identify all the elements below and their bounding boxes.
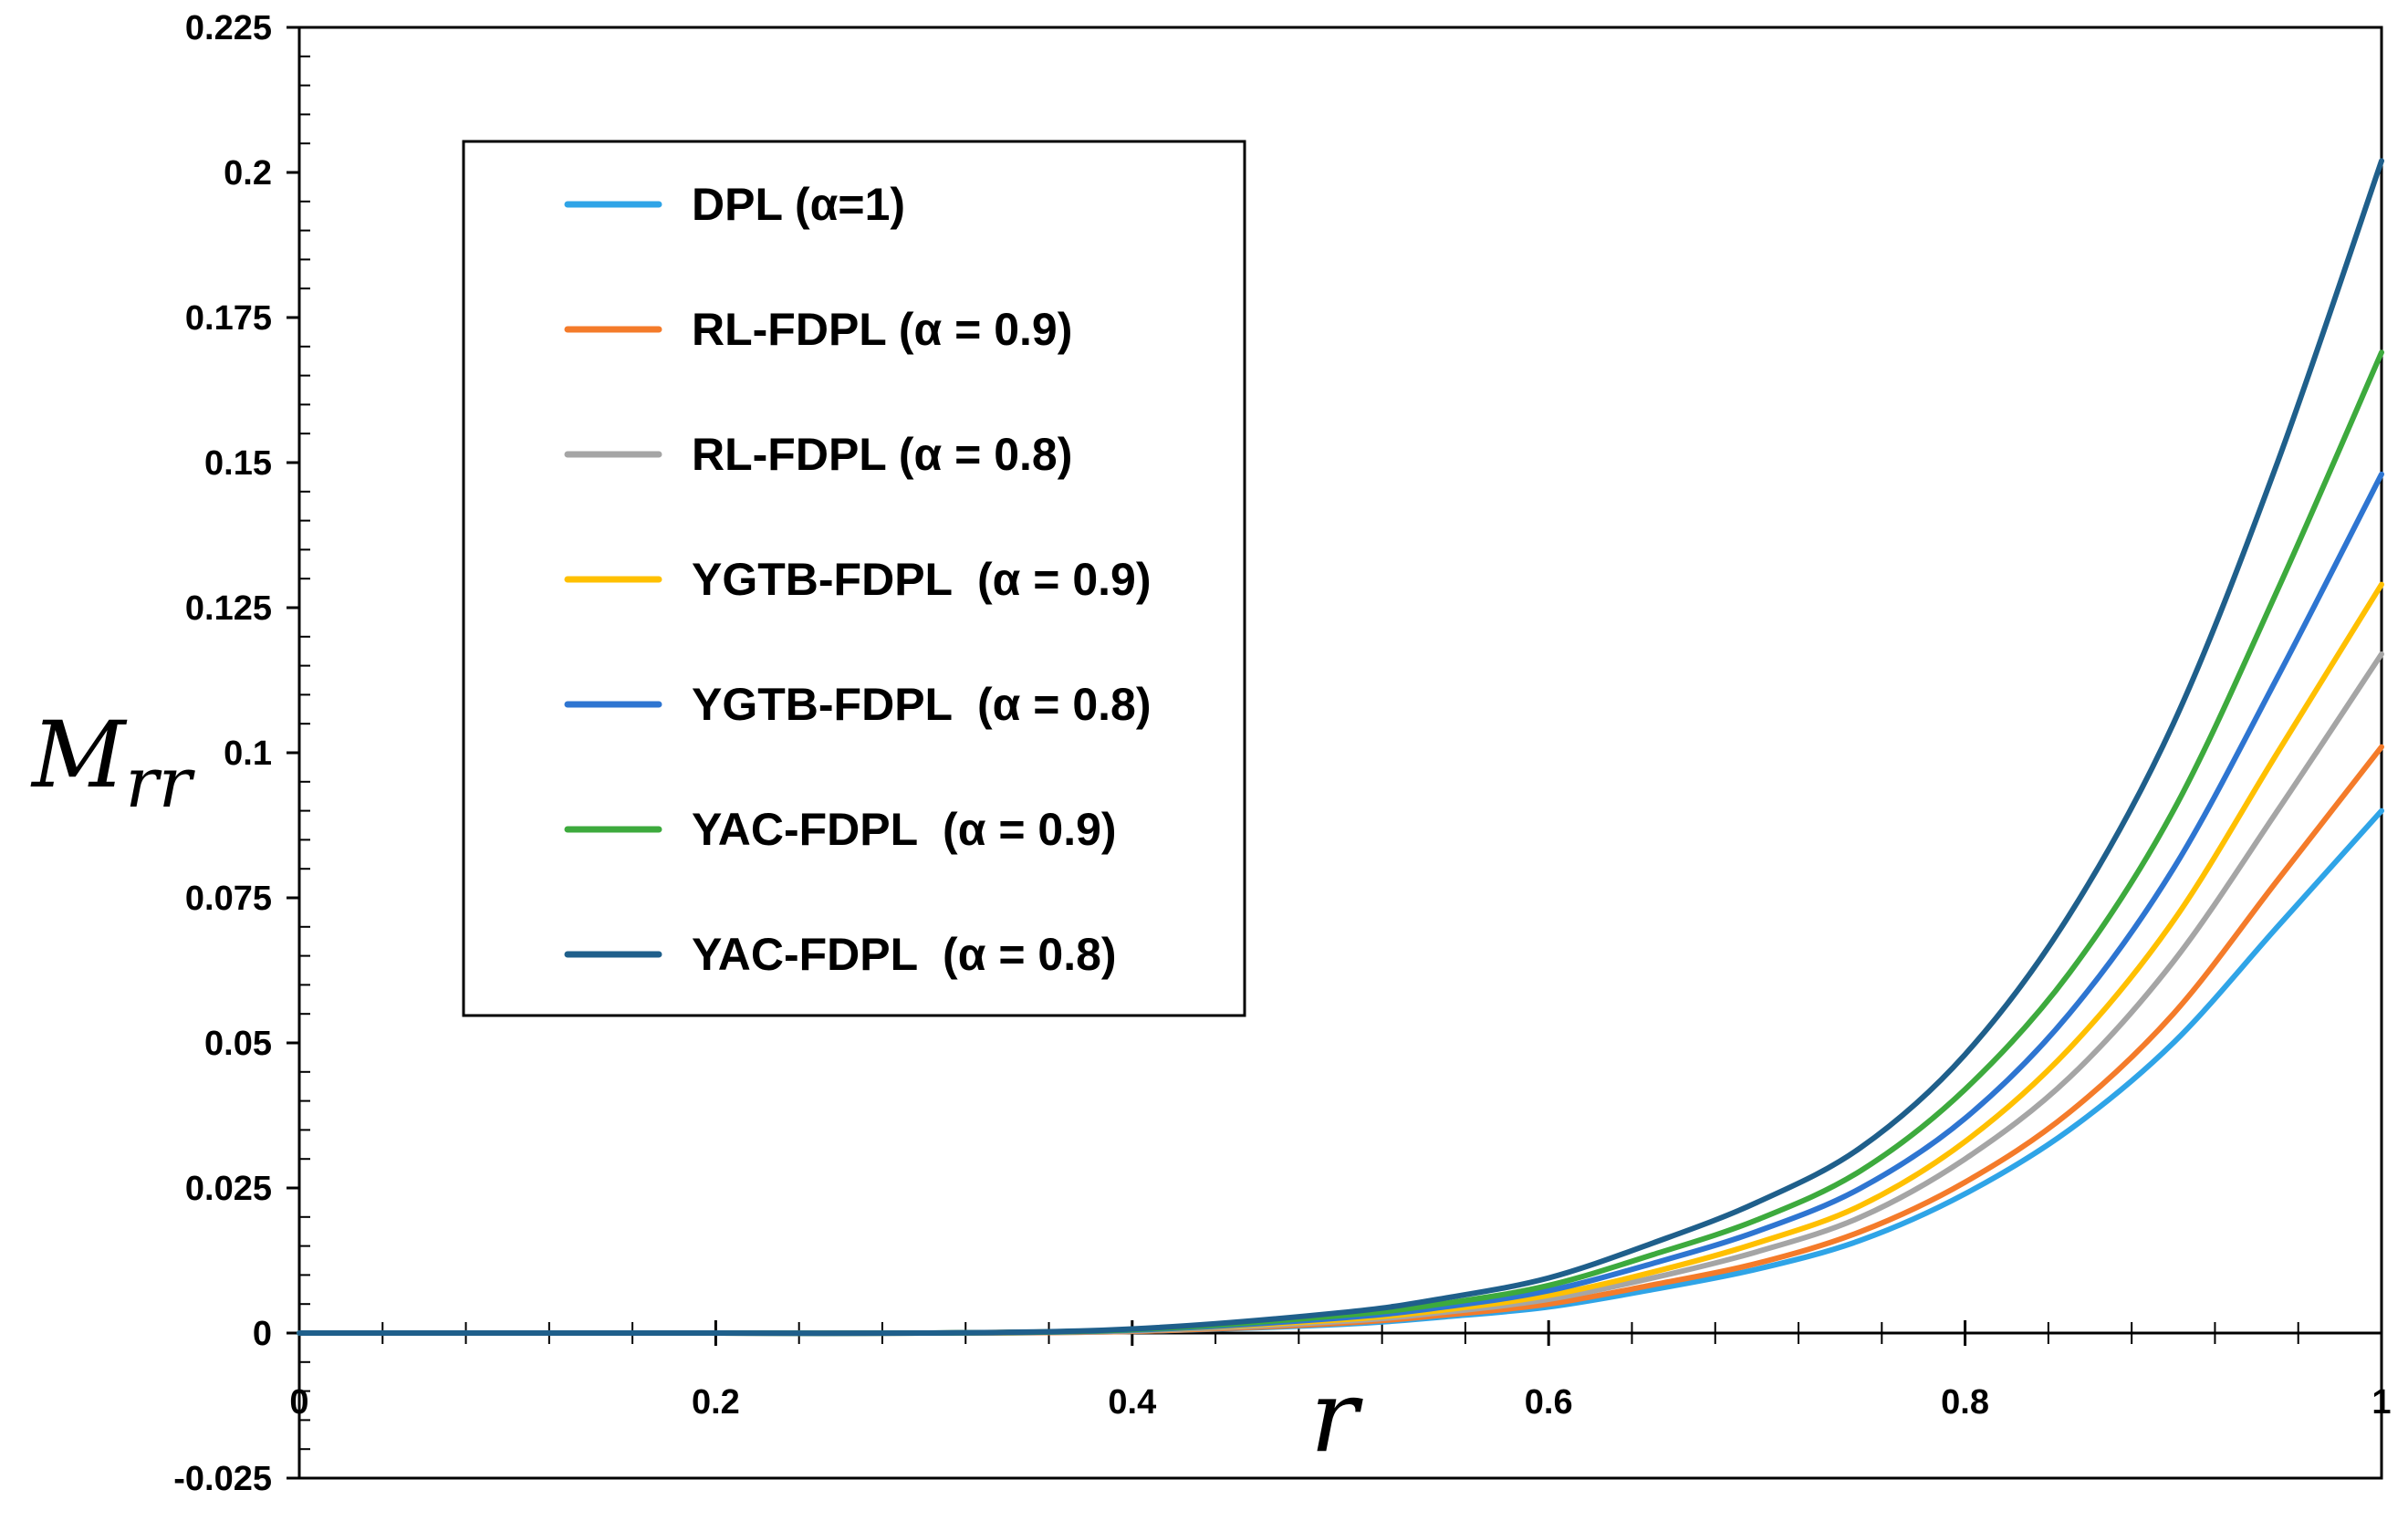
y-tick-label: 0.025 [185,1170,272,1208]
y-axis-title-main: M [30,702,128,808]
y-tick-label: 0.225 [185,9,272,47]
series-lines [297,158,2384,1337]
y-tick-label: 0.2 [224,154,272,193]
y-tick-label: 0.175 [185,299,272,338]
y-tick-label: 0.075 [185,880,272,918]
legend: DPL (α=1) RL-FDPL (α = 0.9) RL-FDPL (α = 0… [462,140,1246,1017]
y-tick-label: 0.05 [204,1025,272,1063]
x-tick-label: 0 [289,1383,308,1422]
x-tick-label: 0.2 [692,1383,740,1422]
x-tick-label: 1 [2372,1383,2391,1422]
legend-label-6: YAC-FDPL (α = 0.8) [692,929,1117,980]
x-tick-label: 0.8 [1941,1383,1989,1422]
legend-label-4: YGTB-FDPL (α = 0.8) [692,679,1152,730]
legend-label-5: YAC-FDPL (α = 0.9) [692,804,1117,855]
legend-label-2: RL-FDPL (α = 0.8) [692,429,1072,480]
x-axis-title: r [1310,1358,1364,1474]
y-tick-label: 0.125 [185,589,272,628]
y-axis-title-subscript: rr [125,742,195,823]
legend-label-0: DPL (α=1) [692,179,905,230]
y-tick-label: 0.1 [224,734,272,773]
x-tick-label: 0.4 [1108,1383,1156,1422]
y-tick-label: 0.15 [204,444,272,483]
y-tick-label: 0 [253,1315,272,1353]
legend-label-3: YGTB-FDPL (α = 0.9) [692,554,1152,605]
legend-label-1: RL-FDPL (α = 0.9) [692,304,1072,355]
y-axis-title: Mrr [30,702,196,823]
y-tick-label: -0.025 [173,1460,272,1498]
x-tick-label: 0.6 [1525,1383,1573,1422]
series-line-6 [297,158,2384,1337]
